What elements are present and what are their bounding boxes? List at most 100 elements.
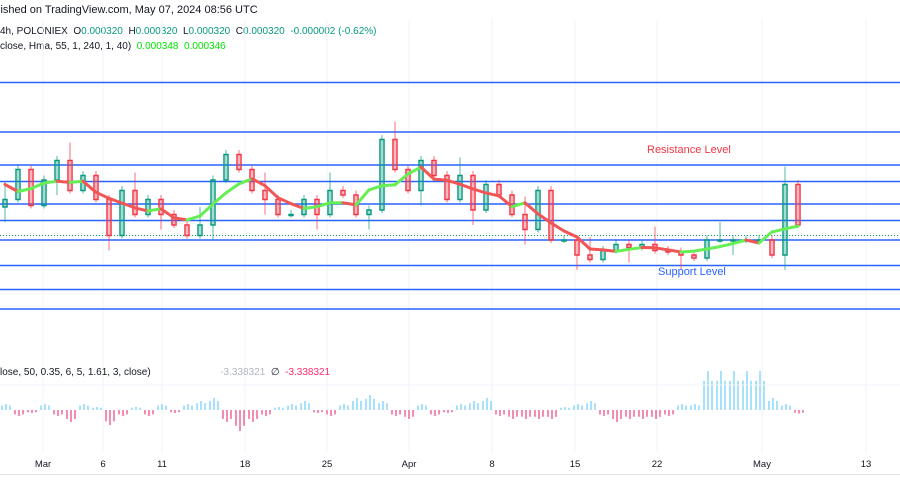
hma-segment [354, 188, 371, 207]
resistance-level-label: Resistance Level [647, 144, 731, 156]
hma-segment [718, 242, 735, 249]
price-chart[interactable] [0, 0, 900, 452]
hma-segment [198, 202, 215, 218]
candle-body [561, 239, 567, 242]
hma-segment [120, 201, 137, 210]
hma-segment [445, 178, 462, 186]
hma-segment [393, 172, 410, 187]
hma-segment [341, 201, 358, 207]
time-axis[interactable]: Mar 6 11 18 25 Apr 8 15 22 May 13 [0, 452, 900, 475]
hma-segment [146, 207, 163, 213]
hma-segment [302, 205, 319, 210]
x-tick-label: 6 [100, 459, 106, 470]
open-label: O [73, 26, 82, 37]
candle-body [366, 209, 372, 216]
hma-segment [419, 165, 436, 181]
hma-segment [549, 221, 566, 233]
hma-segment [16, 187, 33, 193]
hma-segment [770, 227, 787, 234]
hma-segment [55, 179, 72, 184]
hma-segment [510, 201, 527, 209]
hma-segment [757, 230, 774, 245]
hma-segment [562, 229, 579, 239]
hma-segment [367, 184, 384, 192]
hma-segment [68, 179, 85, 184]
hma-segment [614, 247, 631, 253]
candle-body [223, 153, 229, 181]
candle-body [2, 198, 8, 208]
hma-segment [523, 201, 540, 216]
hma-segment [653, 246, 670, 252]
hidden-icon[interactable]: ∅ [270, 367, 280, 378]
hma-segment [497, 194, 514, 209]
symbol-interval: 4h, POLONIEX [0, 26, 68, 37]
candle-body [171, 213, 177, 226]
hma-segment [458, 182, 475, 191]
hma-segment [250, 177, 267, 188]
candle-body [119, 189, 125, 237]
hma-segment [484, 191, 501, 198]
hma-value-2: 0.000346 [184, 41, 226, 52]
hma-segment [380, 183, 397, 188]
candle-body [522, 213, 528, 231]
low-label: L [182, 26, 189, 37]
candle-body [392, 138, 398, 171]
close-value: 0.000320 [243, 26, 285, 37]
candle-body [145, 198, 151, 216]
hma-segment [42, 179, 59, 185]
hma-segment [172, 216, 189, 222]
hma-segment [536, 212, 553, 225]
hma-segment [94, 190, 111, 200]
candle-body [41, 179, 47, 207]
oscillator-params: lose, 50, 0.35, 6, 5, 1.61, 3, close) [0, 367, 151, 378]
oscillator-legend: lose, 50, 0.35, 6, 5, 1.61, 3, close) -3… [0, 367, 330, 378]
candle-body [262, 189, 268, 201]
candle-body [405, 168, 411, 192]
x-tick-label: 18 [239, 459, 251, 470]
hma-segment [627, 246, 644, 251]
candle-body [730, 239, 736, 242]
candle-body [93, 174, 99, 201]
hma-segment [679, 249, 696, 254]
hma-segment [601, 248, 618, 253]
candle-body [418, 159, 424, 192]
candle-body [184, 224, 190, 237]
candle-body [236, 153, 242, 171]
hma-segment [185, 214, 202, 222]
hma-segment [406, 165, 423, 176]
hma-params: close, Hma, 55, 1, 240, 1, 40) [0, 41, 132, 52]
candle-body [158, 198, 164, 216]
hma-segment [107, 196, 124, 205]
x-tick-label: Apr [401, 459, 417, 470]
candle-body [548, 189, 554, 241]
x-tick-label: May [753, 459, 771, 470]
hma-legend: close, Hma, 55, 1, 240, 1, 40) 0.000348 … [0, 41, 226, 52]
candle-body [457, 174, 463, 201]
candle-body [574, 239, 580, 256]
x-tick-label: 25 [321, 459, 333, 470]
x-tick-label: 22 [651, 459, 663, 470]
candle-body [15, 168, 21, 201]
close-label: C [235, 26, 244, 37]
open-value: 0.000320 [81, 26, 123, 37]
candle-body [691, 254, 697, 259]
hma-segment [211, 191, 228, 206]
x-tick-label: 13 [860, 459, 872, 470]
hma-segment [666, 248, 683, 254]
candle-body [275, 198, 281, 216]
candle-body [444, 174, 450, 201]
hma-segment [315, 201, 332, 209]
hma-segment [575, 235, 592, 251]
hma-segment [237, 177, 254, 186]
hma-segment [588, 247, 605, 252]
hma-segment [744, 238, 761, 245]
candle-body [782, 183, 788, 256]
support-level-label: Support Level [658, 266, 726, 278]
candle-body [626, 243, 632, 249]
candle-body [483, 183, 489, 211]
hma-segment [289, 202, 306, 210]
hma-segment [159, 207, 176, 220]
hma-segment [3, 183, 20, 193]
oscillator-value-2: -3.338321 [285, 367, 331, 378]
candle-body [535, 189, 541, 231]
